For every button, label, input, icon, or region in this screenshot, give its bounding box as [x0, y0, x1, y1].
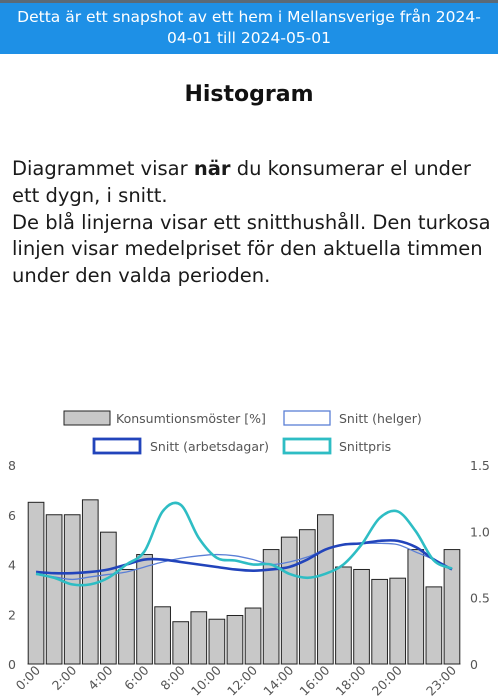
- y2-tick-label: 0.5: [470, 591, 490, 606]
- legend-label-arbetsdagar: Snitt (arbetsdagar): [150, 439, 269, 454]
- x-tick-label: 10:00: [188, 662, 224, 698]
- description-emphasis: när: [193, 157, 231, 180]
- x-tick-label: 4:00: [85, 662, 115, 692]
- y-tick-label: 2: [8, 607, 16, 622]
- bar-hour-5: [118, 568, 135, 665]
- bar-hour-18: [353, 568, 370, 665]
- bar-hour-14: [280, 536, 298, 665]
- chart-legend: Konsumtionsmöster [%] Snitt (helger) Sni…: [63, 410, 422, 455]
- y2-tick-label: 1.0: [470, 524, 490, 539]
- bar-hour-16: [317, 514, 334, 665]
- description-paragraph-2: De blå linjerna visar ett snitthushåll. …: [12, 210, 491, 288]
- banner-line-2: 04-01 till 2024-05-01: [167, 29, 331, 47]
- bar-hour-8: [172, 621, 190, 665]
- x-tick-label: 23:00: [423, 662, 459, 698]
- line-series: [35, 501, 453, 587]
- y2-tick-label: 0: [470, 657, 478, 672]
- page-title: Histogram: [184, 82, 314, 107]
- y-tick-label: 6: [8, 508, 16, 523]
- bar-hour-19: [371, 578, 388, 665]
- bar-hour-1: [45, 514, 63, 665]
- bar-hour-9: [190, 611, 208, 665]
- x-tick-label: 8:00: [157, 662, 187, 692]
- bar-hour-11: [226, 614, 244, 665]
- x-tick-label: 14:00: [260, 662, 296, 698]
- bar-hour-0: [27, 501, 45, 665]
- description-paragraph-1: Diagrammet visar när du konsumerar el un…: [12, 156, 492, 210]
- bar-hour-12: [244, 607, 262, 665]
- description-text-1: Diagrammet visar: [12, 157, 194, 180]
- legend-label-bars: Konsumtionsmöster [%]: [116, 411, 266, 426]
- series-line-helger: [35, 542, 453, 581]
- legend-swatch-arbetsdagar: [92, 437, 142, 455]
- bar-series: [27, 499, 461, 665]
- period-banner: Detta är ett snapshot av ett hem i Mella…: [0, 0, 498, 54]
- x-tick-label: 18:00: [333, 662, 369, 698]
- bar-hour-23: [443, 549, 461, 665]
- y-tick-label: 0: [8, 657, 16, 672]
- series-line-snittpris: [35, 501, 453, 587]
- x-tick-label: 12:00: [224, 662, 260, 698]
- bar-hour-17: [335, 566, 352, 665]
- bar-hour-6: [136, 554, 153, 665]
- histogram-chart: Konsumtionsmöster [%] Snitt (helger) Sni…: [8, 410, 490, 699]
- legend-swatch-helger: [283, 410, 331, 426]
- legend-label-snittpris: Snittpris: [339, 439, 391, 454]
- x-tick-label: 6:00: [121, 662, 151, 692]
- legend-swatch-bars: [63, 410, 111, 426]
- bar-hour-13: [262, 549, 280, 665]
- bar-hour-7: [154, 606, 171, 665]
- bar-hour-4: [100, 531, 117, 665]
- y-tick-label: 4: [8, 558, 16, 573]
- bar-hour-15: [298, 529, 316, 665]
- bar-hour-2: [63, 514, 81, 665]
- x-tick-label: 2:00: [49, 662, 79, 692]
- series-line-arbetsdagar: [35, 539, 453, 575]
- bar-hour-22: [425, 586, 443, 665]
- legend-label-helger: Snitt (helger): [339, 411, 422, 426]
- bar-hour-21: [407, 549, 425, 665]
- banner-line-1: Detta är ett snapshot av ett hem i Mella…: [17, 8, 481, 26]
- y2-tick-label: 1.5: [470, 458, 490, 473]
- description-text-2: du konsumerar el under ett dygn, i snitt…: [12, 157, 471, 207]
- x-tick-label: 20:00: [369, 662, 405, 698]
- bar-hour-10: [208, 618, 226, 665]
- bar-hour-20: [389, 577, 407, 665]
- x-tick-label: 16:00: [296, 662, 332, 698]
- legend-swatch-snittpris: [282, 437, 332, 455]
- y-tick-label: 8: [8, 458, 16, 473]
- x-tick-label: 0:00: [13, 662, 43, 692]
- description: Diagrammet visar när du konsumerar el un…: [12, 156, 492, 290]
